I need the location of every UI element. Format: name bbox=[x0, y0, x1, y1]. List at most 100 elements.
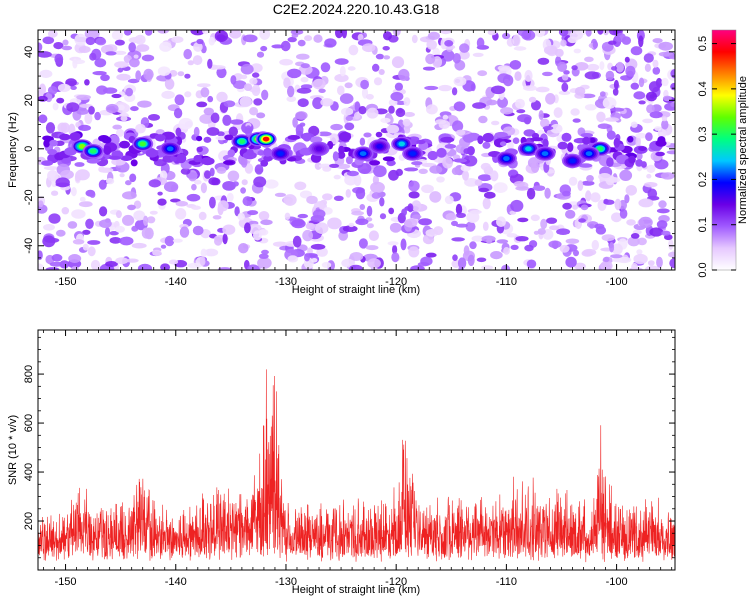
heatmap-blob bbox=[296, 53, 310, 60]
heatmap-blob bbox=[626, 219, 636, 226]
heatmap-blob bbox=[344, 122, 355, 131]
spectrogram-x-tick-label: -120 bbox=[385, 276, 407, 288]
heatmap-blob bbox=[638, 216, 653, 228]
heatmap-blob bbox=[440, 136, 455, 143]
heatmap-blob bbox=[71, 187, 77, 197]
heatmap-blob bbox=[606, 157, 614, 168]
heatmap-blob bbox=[627, 236, 640, 247]
heatmap-blob bbox=[601, 234, 615, 242]
heatmap-blob bbox=[611, 66, 618, 71]
heatmap-blob bbox=[366, 107, 379, 119]
heatmap-blob bbox=[119, 236, 134, 246]
heatmap-blob bbox=[524, 244, 534, 252]
heatmap-blob bbox=[482, 141, 491, 149]
heatmap-blob bbox=[339, 93, 354, 104]
heatmap-blob bbox=[561, 82, 569, 92]
heatmap-blob bbox=[652, 38, 663, 44]
heatmap-blob bbox=[109, 237, 122, 244]
heatmap-blob bbox=[47, 149, 57, 155]
heatmap-blob bbox=[462, 170, 469, 181]
heatmap-blob bbox=[661, 230, 671, 236]
heatmap-blob bbox=[487, 30, 497, 36]
heatmap-blob bbox=[232, 181, 239, 187]
heatmap-blob bbox=[210, 112, 220, 124]
snr-x-tick-label: -140 bbox=[165, 576, 187, 588]
snr-x-tick-label: -150 bbox=[55, 576, 77, 588]
heatmap-blob bbox=[45, 267, 60, 270]
heatmap-blob bbox=[400, 238, 407, 251]
heatmap-blob bbox=[383, 31, 392, 41]
heatmap-blob bbox=[222, 233, 228, 245]
heatmap-blob bbox=[411, 200, 422, 212]
heatmap-blob bbox=[247, 210, 259, 216]
heatmap-blob bbox=[538, 110, 544, 121]
heatmap-blob bbox=[216, 67, 227, 79]
heatmap-blob bbox=[87, 246, 96, 257]
heatmap-blob bbox=[258, 211, 270, 221]
heatmap-blob bbox=[164, 235, 175, 247]
heatmap-blob bbox=[649, 111, 663, 119]
heatmap-blob bbox=[606, 130, 616, 140]
heatmap-blob bbox=[464, 178, 479, 187]
heatmap-blob bbox=[546, 217, 558, 224]
heatmap-blob bbox=[286, 157, 297, 162]
heatmap-blob bbox=[222, 224, 236, 235]
heatmap-blob bbox=[649, 227, 664, 237]
heatmap-blob bbox=[636, 152, 643, 160]
heatmap-blob bbox=[333, 195, 344, 201]
snr-y-tick-label: 600 bbox=[23, 414, 35, 432]
heatmap-blob bbox=[104, 227, 111, 237]
heatmap-blob bbox=[134, 34, 146, 45]
heatmap-blob bbox=[644, 63, 652, 72]
spectrogram-frame bbox=[37, 29, 676, 271]
heatmap-blob bbox=[180, 168, 191, 175]
heatmap-blob bbox=[108, 155, 122, 160]
heatmap-blob bbox=[655, 139, 667, 147]
heatmap-blob bbox=[291, 219, 306, 229]
heatmap-blob bbox=[512, 137, 520, 144]
heatmap-blob bbox=[196, 101, 208, 108]
heatmap-blob bbox=[638, 198, 654, 208]
heatmap-blob bbox=[589, 223, 595, 229]
heatmap-blob bbox=[172, 238, 183, 243]
heatmap-blob bbox=[486, 238, 493, 244]
heatmap-blob bbox=[558, 90, 571, 96]
heatmap-blob bbox=[451, 87, 458, 96]
heatmap-blob bbox=[230, 119, 244, 125]
heatmap-blob bbox=[338, 145, 345, 154]
heatmap-blob bbox=[176, 153, 187, 164]
heatmap-blob bbox=[130, 106, 139, 112]
heatmap-blob bbox=[378, 69, 385, 75]
heatmap-blob bbox=[491, 120, 500, 126]
heatmap-blob bbox=[69, 132, 81, 141]
heatmap-blob bbox=[341, 107, 354, 116]
heatmap-blob bbox=[175, 200, 188, 207]
heatmap-blob bbox=[486, 99, 498, 106]
heatmap-blob bbox=[628, 155, 636, 164]
heatmap-hotspot bbox=[277, 151, 284, 157]
heatmap-blob bbox=[472, 52, 484, 58]
heatmap-blob bbox=[530, 214, 540, 222]
heatmap-blob bbox=[237, 212, 245, 221]
snr-y-axis-label: SNR (10 * v/v) bbox=[7, 415, 19, 485]
heatmap-blob bbox=[652, 59, 659, 68]
heatmap-blob bbox=[370, 181, 385, 194]
heatmap-blob bbox=[440, 38, 448, 50]
heatmap-blob bbox=[329, 133, 339, 145]
heatmap-blob bbox=[668, 239, 674, 250]
heatmap-blob bbox=[515, 98, 525, 109]
heatmap-blob bbox=[466, 211, 480, 224]
heatmap-blob bbox=[329, 163, 340, 168]
heatmap-blob bbox=[512, 34, 521, 47]
heatmap-blob bbox=[670, 82, 675, 91]
heatmap-blob bbox=[380, 117, 391, 124]
heatmap-blob bbox=[115, 257, 129, 265]
heatmap-blob bbox=[120, 115, 128, 122]
snr-x-axis-label: Height of straight line (km) bbox=[292, 584, 420, 596]
heatmap-blob bbox=[368, 230, 379, 241]
heatmap-blob bbox=[322, 193, 333, 201]
heatmap-blob bbox=[115, 128, 125, 137]
heatmap-blob bbox=[257, 150, 265, 156]
heatmap-blob bbox=[458, 265, 464, 270]
heatmap-blob bbox=[157, 66, 171, 76]
